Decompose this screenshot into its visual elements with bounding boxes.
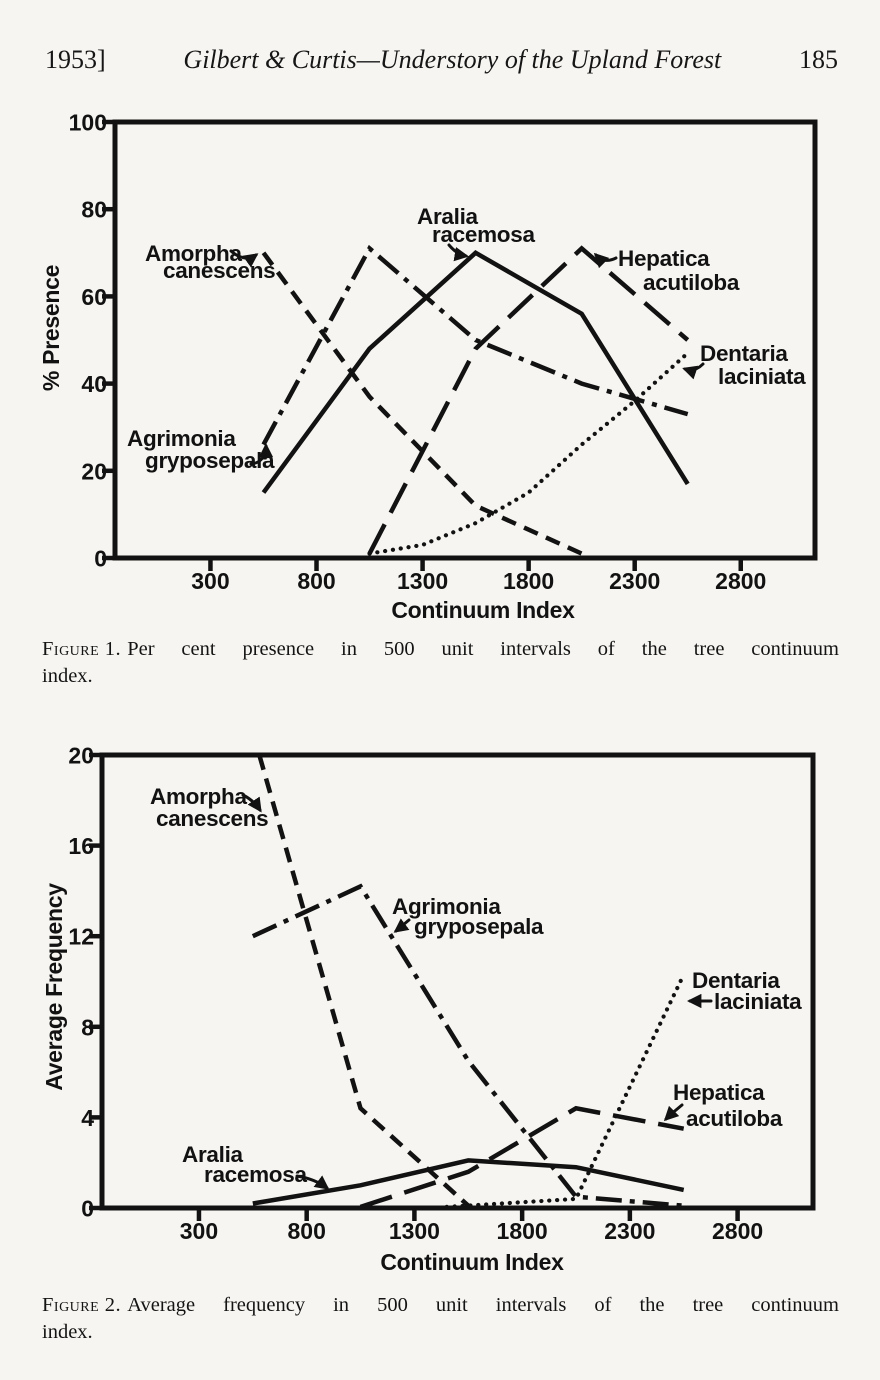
figure1-label-agrimonia-gryposepala: gryposepala	[145, 448, 275, 473]
figure2-line-aralia-racemosa	[252, 1158, 685, 1206]
figure2-label-aralia-racemosa: racemosa	[204, 1162, 307, 1187]
figure1-x-tick-label: 300	[191, 568, 229, 594]
figure2-x-tick-label: 1300	[389, 1218, 440, 1244]
figure2-label-agrimonia-gryposepala: gryposepala	[414, 914, 544, 939]
figure1-y-tick-label: 100	[69, 110, 107, 136]
figure2-caption-text: Average frequency in 500 unit intervals …	[127, 1294, 839, 1316]
figure2-y-tick-label: 8	[81, 1014, 94, 1040]
figure2-line-amorpha-canescens	[257, 755, 470, 1208]
header-page-number: 185	[798, 45, 838, 74]
figure2-label-arrow-hepatica-acutiloba	[663, 1103, 684, 1122]
figure2-y-axis-title: Average Frequency	[41, 883, 67, 1091]
figure1-label-agrimonia-gryposepala: Agrimonia	[127, 426, 236, 451]
figure2-label-dentaria-laciniata: Dentaria	[692, 968, 780, 993]
figure1-label-amorpha-canescens: canescens	[163, 258, 275, 283]
figure1-caption-line2: index.	[42, 664, 93, 687]
header-year: 1953]	[45, 45, 106, 74]
figure2-label-arrow-amorpha-canescens	[241, 793, 262, 813]
figure2-label-amorpha-canescens: canescens	[156, 806, 268, 831]
figure2-x-tick-label: 1800	[497, 1218, 548, 1244]
figure1-label-arrow-hepatica-acutiloba	[593, 252, 618, 269]
figure2-caption-line1: Figure 2. Average frequency in 500 unit i…	[42, 1292, 839, 1319]
figure1-y-tick-label: 60	[81, 284, 107, 310]
figure2-label-hepatica-acutiloba: acutiloba	[686, 1106, 783, 1131]
figure1-x-tick-label: 800	[297, 568, 335, 594]
figure2-line-agrimonia-gryposepala	[251, 883, 684, 1208]
figure2-axes-frame	[99, 752, 816, 1211]
figure1-y-tick-label: 20	[81, 458, 107, 484]
figure1-label-arrow-aralia-racemosa	[447, 243, 469, 262]
figure1-caption-label: Figure 1.	[42, 638, 122, 660]
figure1-line-dentaria-laciniata	[367, 351, 690, 556]
figure2-label-hepatica-acutiloba: Hepatica	[673, 1080, 765, 1105]
figure2-label-aralia-racemosa: Aralia	[182, 1142, 244, 1167]
figure1-label-amorpha-canescens: Amorpha	[145, 241, 242, 266]
page-header: 1953] Gilbert & Curtis—Understory of the…	[45, 44, 838, 76]
figure2-label-arrow-agrimonia-gryposepala	[393, 918, 411, 933]
figure2-label-amorpha-canescens: Amorpha	[150, 784, 247, 809]
figure1-label-arrow-agrimonia-gryposepala	[249, 443, 274, 466]
figure2-line-hepatica-acutiloba	[359, 1105, 685, 1210]
figure2-x-tick-label: 2800	[712, 1218, 763, 1244]
figure1-line-hepatica-acutiloba	[367, 245, 690, 555]
figure1-label-hepatica-acutiloba: Hepatica	[618, 246, 710, 271]
figure2-x-tick-label: 800	[287, 1218, 325, 1244]
figure2-x-tick-label: 300	[180, 1218, 218, 1244]
figure2-y-tick-label: 16	[68, 833, 94, 859]
figure2-y-tick-label: 20	[68, 743, 94, 769]
figure1-x-axis-title: Continuum Index	[391, 597, 575, 623]
figure1-label-hepatica-acutiloba: acutiloba	[643, 270, 740, 295]
figure1-label-aralia-racemosa: racemosa	[432, 222, 535, 247]
figure1-x-tick-label: 1800	[503, 568, 554, 594]
figure1-y-tick-label: 80	[81, 197, 107, 223]
figure1-x-tick-label: 2300	[609, 568, 660, 594]
figure2: 300 800 1300 1800 2300 2800 0 4 8 12 16 20 Continuum…	[41, 743, 816, 1275]
figure1-line-agrimonia-gryposepala	[261, 244, 689, 446]
figure2-label-agrimonia-gryposepala: Agrimonia	[392, 894, 501, 919]
figure2-x-tick-label: 2300	[604, 1218, 655, 1244]
figure1-y-tick-label: 40	[81, 371, 107, 397]
figure1-label-dentaria-laciniata: Dentaria	[700, 341, 788, 366]
figure1-caption-text: Per cent presence in 500 unit intervals …	[127, 638, 839, 660]
figure2-line-dentaria-laciniata	[444, 972, 686, 1210]
figure1-line-aralia-racemosa	[261, 250, 690, 494]
figure2-caption-line2: index.	[42, 1320, 93, 1343]
figure1-x-tick-label: 2800	[715, 568, 766, 594]
figure1-label-arrow-amorpha-canescens	[229, 249, 259, 268]
figure2-x-axis-title: Continuum Index	[380, 1249, 564, 1275]
figure1-caption: Figure 1. Per cent presence in 500 unit i…	[42, 636, 839, 689]
figure2-y-tick-label: 0	[81, 1196, 94, 1222]
figure1-axes-frame	[112, 119, 818, 561]
figure1-label-dentaria-laciniata: laciniata	[718, 364, 806, 389]
figure2-caption: Figure 2. Average frequency in 500 unit i…	[42, 1292, 839, 1345]
figure1-label-aralia-racemosa: Aralia	[417, 204, 479, 229]
figure1: 300 800 1300 1800 2300 2800 0 20 40 60 80 100 Contin…	[38, 110, 818, 623]
figure1-y-axis-title: % Presence	[38, 265, 64, 391]
header-running-title: Gilbert & Curtis—Understory of the Uplan…	[183, 45, 722, 74]
figure2-y-tick-label: 4	[81, 1105, 94, 1131]
figure2-y-tick-label: 12	[68, 924, 94, 950]
figure1-caption-line1: Figure 1. Per cent presence in 500 unit i…	[42, 636, 839, 663]
figure2-series-group	[251, 755, 686, 1210]
figure1-y-tick-label: 0	[94, 546, 107, 572]
figure1-x-tick-label: 1300	[397, 568, 448, 594]
figure1-label-arrow-dentaria-laciniata	[682, 362, 705, 380]
figure2-label-dentaria-laciniata: laciniata	[714, 989, 802, 1014]
figure1-series-group	[261, 244, 690, 556]
figure2-label-arrow-aralia-racemosa	[295, 1174, 330, 1190]
figure2-caption-label: Figure 2.	[42, 1294, 122, 1316]
